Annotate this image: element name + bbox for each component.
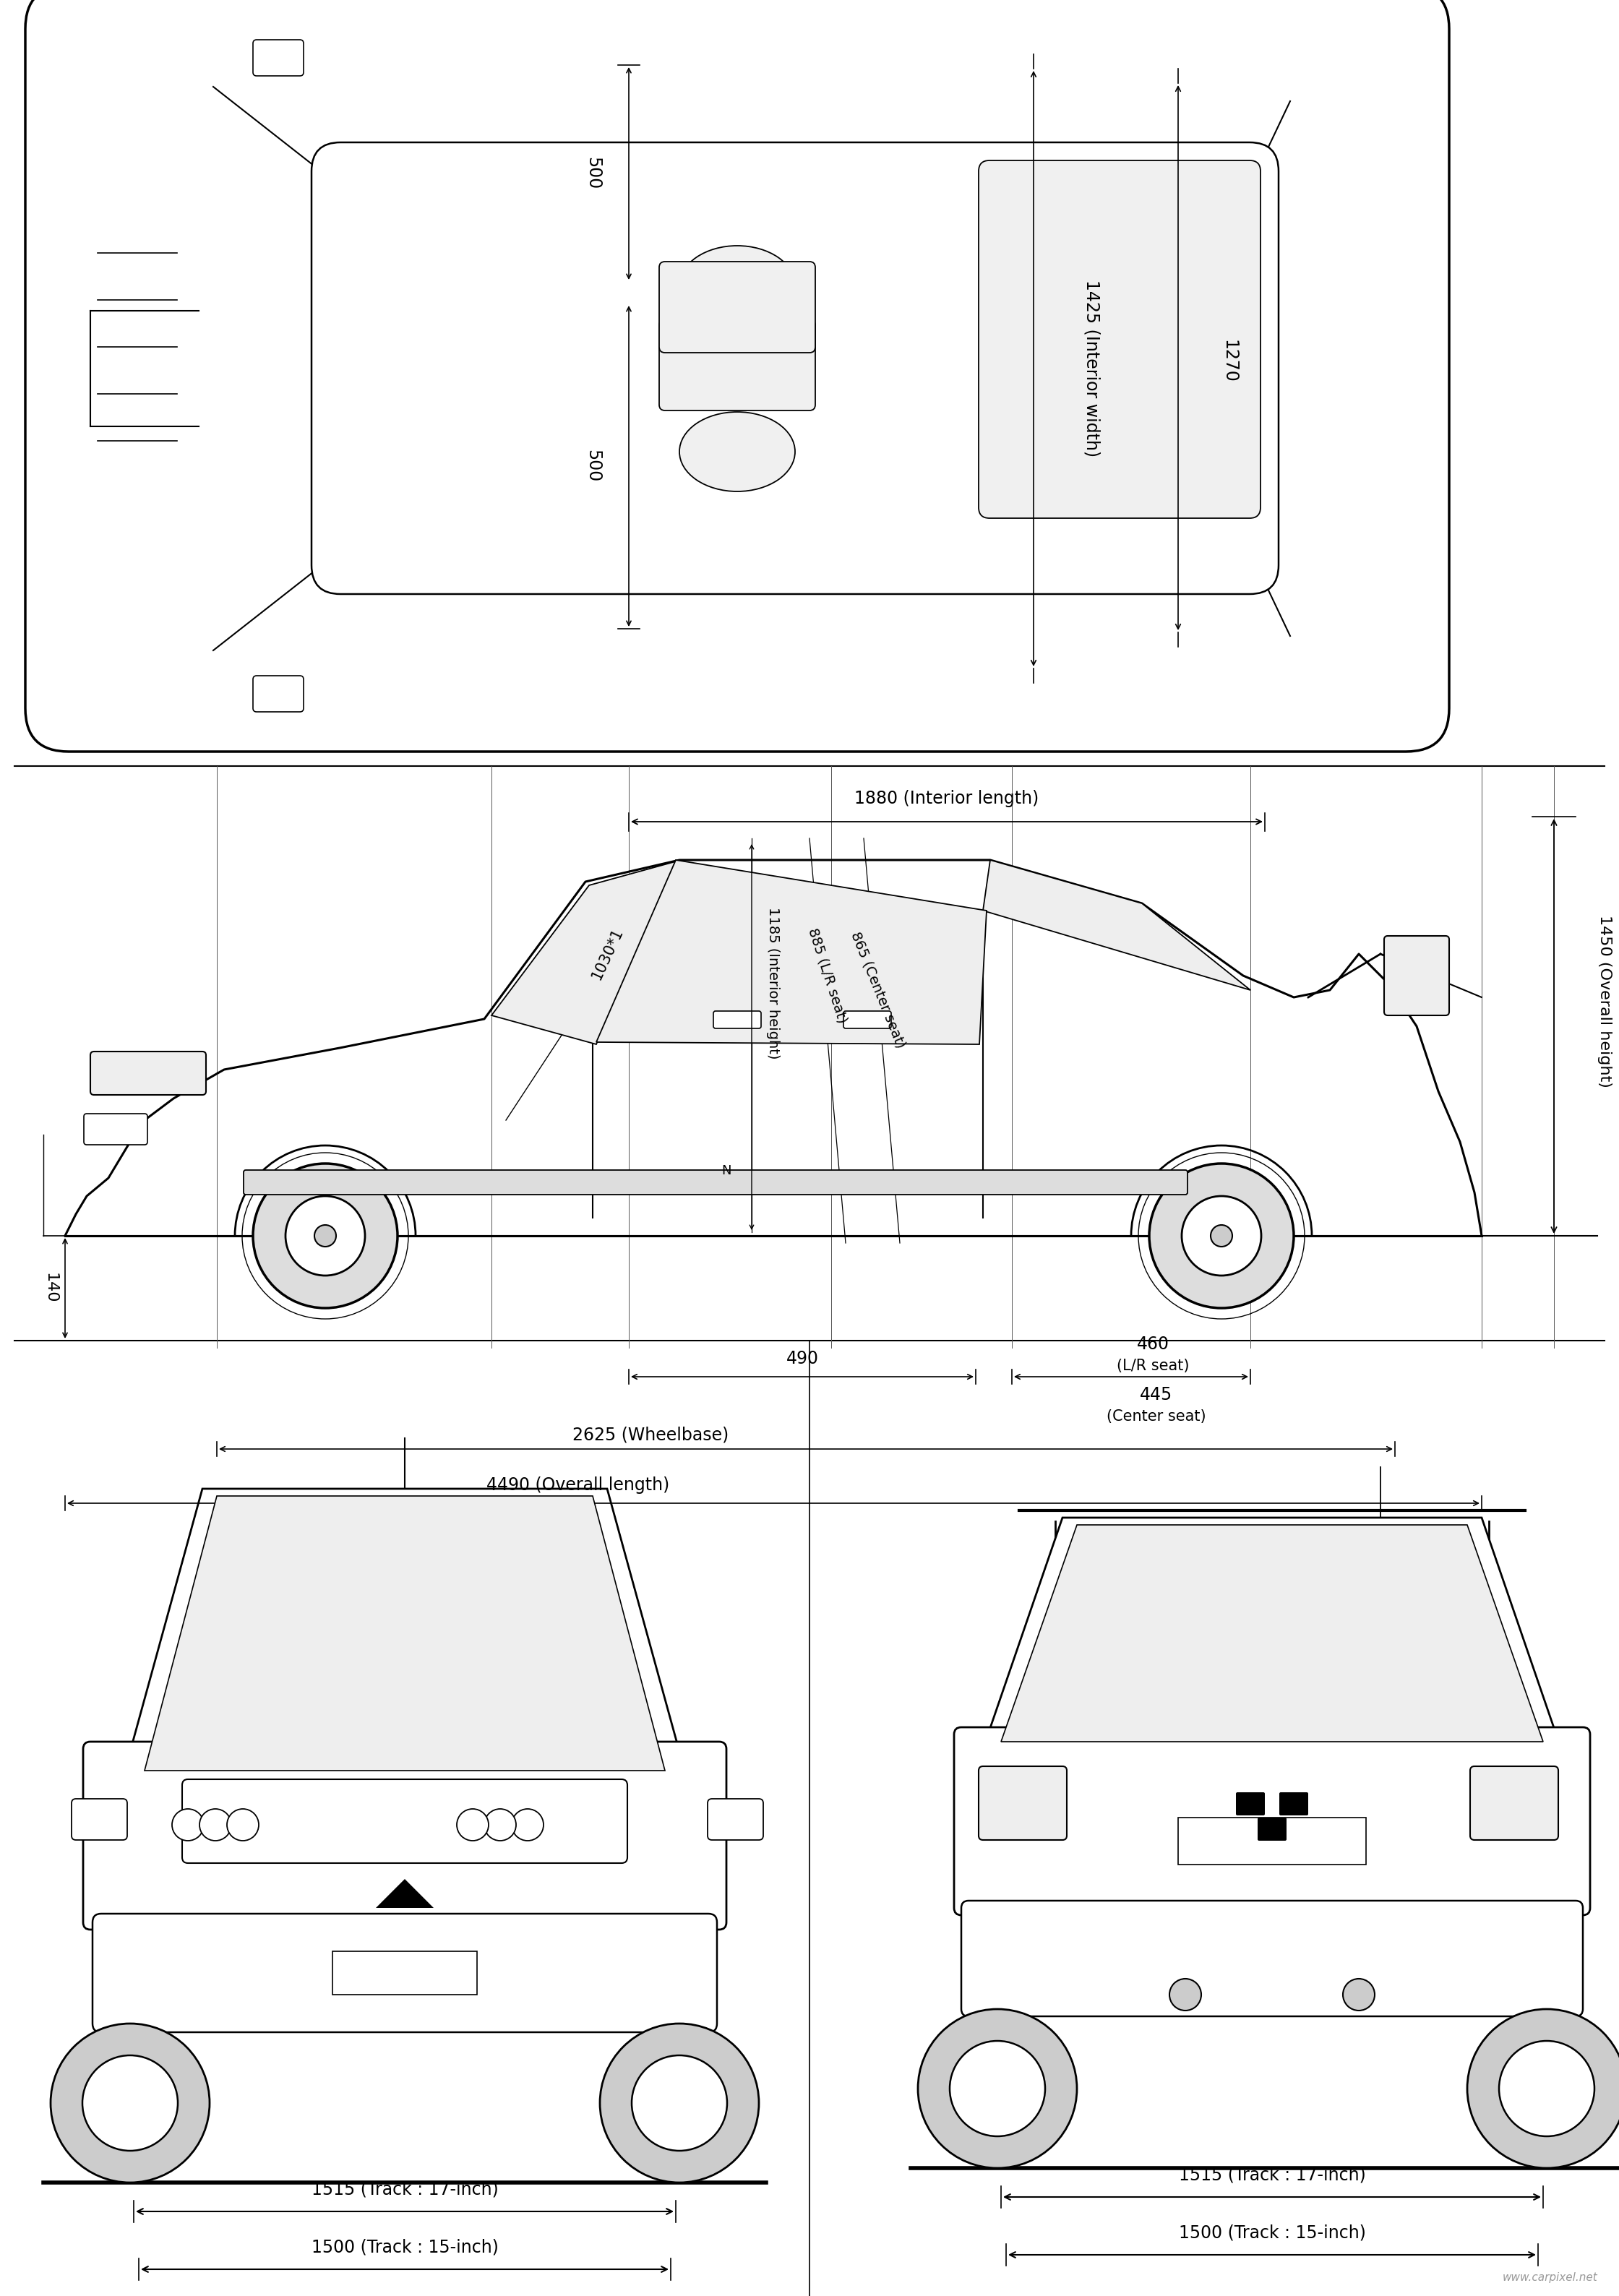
Text: 1515 (Track : 17-inch): 1515 (Track : 17-inch) [311,2181,499,2200]
Circle shape [950,2041,1046,2135]
Circle shape [457,1809,489,1841]
FancyBboxPatch shape [962,1901,1583,2016]
FancyBboxPatch shape [1279,1793,1308,1816]
Circle shape [314,1226,337,1247]
Circle shape [227,1809,259,1841]
FancyBboxPatch shape [978,1766,1067,1839]
Text: 490: 490 [785,1350,819,1368]
FancyBboxPatch shape [26,0,1449,751]
Circle shape [1342,1979,1375,2011]
Text: 1030*1: 1030*1 [589,925,625,983]
FancyBboxPatch shape [659,319,816,411]
Circle shape [918,2009,1077,2167]
FancyBboxPatch shape [978,161,1261,519]
FancyBboxPatch shape [714,1010,761,1029]
Circle shape [601,2023,759,2183]
Text: 1515 (Track : 17-inch): 1515 (Track : 17-inch) [1179,2167,1365,2183]
Polygon shape [983,1518,1561,1750]
Text: 4490 (Overall length): 4490 (Overall length) [487,1476,670,1495]
Circle shape [285,1196,364,1277]
Circle shape [484,1809,516,1841]
FancyBboxPatch shape [253,39,304,76]
Circle shape [199,1809,232,1841]
Text: 1185 (Interior height): 1185 (Interior height) [766,907,780,1058]
FancyBboxPatch shape [1258,1818,1287,1841]
Text: 445: 445 [1140,1387,1172,1403]
Text: 1450 (Overall height): 1450 (Overall height) [1598,914,1613,1088]
Circle shape [1169,1979,1201,2011]
Text: 885 (L/R seat): 885 (L/R seat) [806,925,850,1024]
Text: N: N [722,1164,732,1178]
Text: 140: 140 [44,1272,58,1304]
Polygon shape [983,861,1250,990]
Circle shape [631,2055,727,2151]
Circle shape [1467,2009,1619,2167]
Bar [1179,1818,1366,1864]
FancyBboxPatch shape [92,1913,717,2032]
Text: (L/R seat): (L/R seat) [1117,1359,1188,1373]
Text: 1425 (Interior width): 1425 (Interior width) [1083,280,1099,457]
Text: 865 (Center seat): 865 (Center seat) [848,930,908,1049]
Ellipse shape [680,246,795,326]
FancyBboxPatch shape [84,1114,147,1146]
FancyBboxPatch shape [243,1171,1187,1194]
Circle shape [172,1809,204,1841]
Ellipse shape [680,411,795,491]
Text: 500: 500 [584,156,601,191]
FancyBboxPatch shape [83,1743,727,1929]
Polygon shape [144,1497,665,1770]
Polygon shape [376,1878,434,1908]
Circle shape [50,2023,209,2183]
Bar [332,1952,478,1995]
FancyBboxPatch shape [311,142,1279,595]
Polygon shape [123,1488,686,1777]
Text: 2625 (Wheelbase): 2625 (Wheelbase) [573,1426,729,1444]
FancyBboxPatch shape [181,1779,628,1862]
FancyBboxPatch shape [708,1798,763,1839]
FancyBboxPatch shape [1235,1793,1264,1816]
Text: 1880 (Interior length): 1880 (Interior length) [855,790,1039,808]
Circle shape [512,1809,544,1841]
Circle shape [1499,2041,1595,2135]
Text: 1500 (Track : 15-inch): 1500 (Track : 15-inch) [1179,2225,1365,2241]
FancyBboxPatch shape [659,262,816,354]
Polygon shape [492,861,675,1045]
Circle shape [1182,1196,1261,1277]
Polygon shape [596,861,986,1045]
Text: 500: 500 [584,450,601,482]
Text: 1270: 1270 [1221,340,1237,383]
Circle shape [253,1164,398,1309]
Circle shape [1149,1164,1294,1309]
Circle shape [1211,1226,1232,1247]
FancyBboxPatch shape [954,1727,1590,1915]
Text: 1500 (Track : 15-inch): 1500 (Track : 15-inch) [311,2239,499,2257]
Polygon shape [1001,1525,1543,1743]
FancyBboxPatch shape [71,1798,128,1839]
FancyBboxPatch shape [253,675,304,712]
FancyBboxPatch shape [1470,1766,1557,1839]
Text: 460: 460 [1137,1336,1169,1352]
Text: www.carpixel.net: www.carpixel.net [1502,2273,1598,2282]
Text: (Center seat): (Center seat) [1107,1410,1206,1424]
FancyBboxPatch shape [1384,937,1449,1015]
FancyBboxPatch shape [91,1052,206,1095]
FancyBboxPatch shape [843,1010,890,1029]
Circle shape [83,2055,178,2151]
